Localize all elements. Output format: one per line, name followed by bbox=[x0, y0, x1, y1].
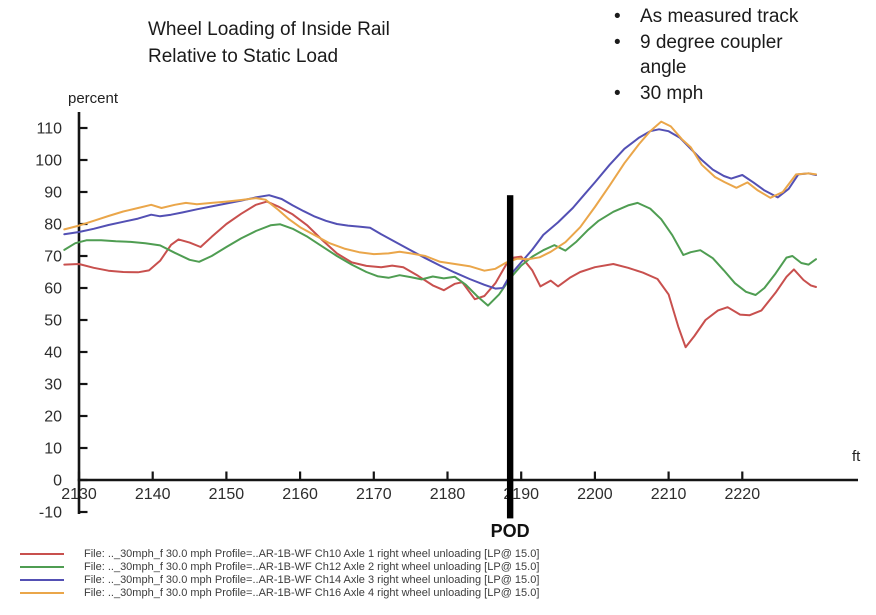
note-text: 30 mph bbox=[640, 83, 704, 104]
series-line-2 bbox=[63, 201, 817, 307]
bullet-icon: • bbox=[614, 83, 621, 104]
legend-row-1: File: .._30mph_f 30.0 mph Profile=..AR-1… bbox=[20, 547, 539, 560]
legend-label: File: .._30mph_f 30.0 mph Profile=..AR-1… bbox=[84, 587, 540, 600]
note-text: 9 degree coupler angle bbox=[640, 32, 783, 78]
x-tick-label: 2140 bbox=[135, 486, 171, 503]
legend-line-swatch bbox=[20, 552, 64, 555]
chart-title-line1: Wheel Loading of Inside Rail bbox=[148, 19, 390, 40]
legend-label: File: .._30mph_f 30.0 mph Profile=..AR-1… bbox=[84, 547, 540, 560]
pod-layer: POD bbox=[491, 195, 530, 541]
chart-title: Wheel Loading of Inside Rail Relative to… bbox=[148, 16, 448, 70]
x-axis-unit-label: ft bbox=[852, 448, 861, 465]
x-tick-label: 2210 bbox=[651, 486, 687, 503]
note-item-3: • 30 mph bbox=[608, 81, 834, 106]
series-line-3 bbox=[63, 128, 817, 290]
x-tick-label: 2160 bbox=[282, 486, 318, 503]
y-tick-label: 90 bbox=[44, 185, 62, 202]
chart-legend: File: .._30mph_f 30.0 mph Profile=..AR-1… bbox=[20, 547, 539, 600]
legend-row-4: File: .._30mph_f 30.0 mph Profile=..AR-1… bbox=[20, 587, 539, 600]
y-tick-label: 40 bbox=[44, 345, 62, 362]
chart-title-line2: Relative to Static Load bbox=[148, 46, 339, 67]
x-tick-label: 2130 bbox=[61, 486, 97, 503]
note-text: As measured track bbox=[640, 6, 799, 27]
note-item-2: • 9 degree coupler angle bbox=[608, 30, 834, 80]
x-tick-label: 2200 bbox=[577, 486, 613, 503]
x-tick-label: 2180 bbox=[430, 486, 466, 503]
legend-row-2: File: .._30mph_f 30.0 mph Profile=..AR-1… bbox=[20, 560, 539, 573]
series-layer bbox=[63, 120, 817, 349]
pod-label: POD bbox=[491, 521, 530, 541]
y-tick-label: 30 bbox=[44, 377, 62, 394]
legend-line-swatch bbox=[20, 578, 64, 581]
x-tick-label: 2170 bbox=[356, 486, 392, 503]
legend-line-swatch bbox=[20, 592, 64, 595]
y-tick-label: 0 bbox=[53, 473, 62, 490]
bullet-icon: • bbox=[614, 32, 621, 53]
series-line-4 bbox=[63, 120, 817, 272]
notes-bullet-list: • As measured track • 9 degree coupler angl… bbox=[608, 4, 834, 107]
x-tick-label: 2150 bbox=[209, 486, 245, 503]
note-item-1: • As measured track bbox=[608, 4, 834, 29]
y-tick-label: 10 bbox=[44, 441, 62, 458]
y-tick-label: 50 bbox=[44, 313, 62, 330]
bullet-icon: • bbox=[614, 6, 621, 27]
x-tick-label: 2220 bbox=[725, 486, 761, 503]
y-axis-unit-label: percent bbox=[68, 90, 119, 107]
y-tick-label: 80 bbox=[44, 217, 62, 234]
legend-label: File: .._30mph_f 30.0 mph Profile=..AR-1… bbox=[84, 573, 540, 586]
axes-layer: -10 0 10 20 30 40 50 60 70 80 90 100 110 2130 2140 2150… bbox=[35, 112, 858, 522]
y-tick-label: 70 bbox=[44, 249, 62, 266]
y-tick-label: 100 bbox=[35, 153, 62, 170]
pod-marker-line bbox=[506, 195, 514, 519]
y-tick-label: 110 bbox=[36, 121, 62, 138]
y-tick-label: 60 bbox=[44, 281, 62, 298]
y-tick-label: 20 bbox=[44, 409, 62, 426]
legend-line-swatch bbox=[20, 565, 64, 568]
legend-row-3: File: .._30mph_f 30.0 mph Profile=..AR-1… bbox=[20, 573, 539, 586]
legend-label: File: .._30mph_f 30.0 mph Profile=..AR-1… bbox=[84, 560, 540, 573]
y-tick-label: -10 bbox=[39, 505, 62, 522]
series-line-1 bbox=[63, 200, 817, 349]
